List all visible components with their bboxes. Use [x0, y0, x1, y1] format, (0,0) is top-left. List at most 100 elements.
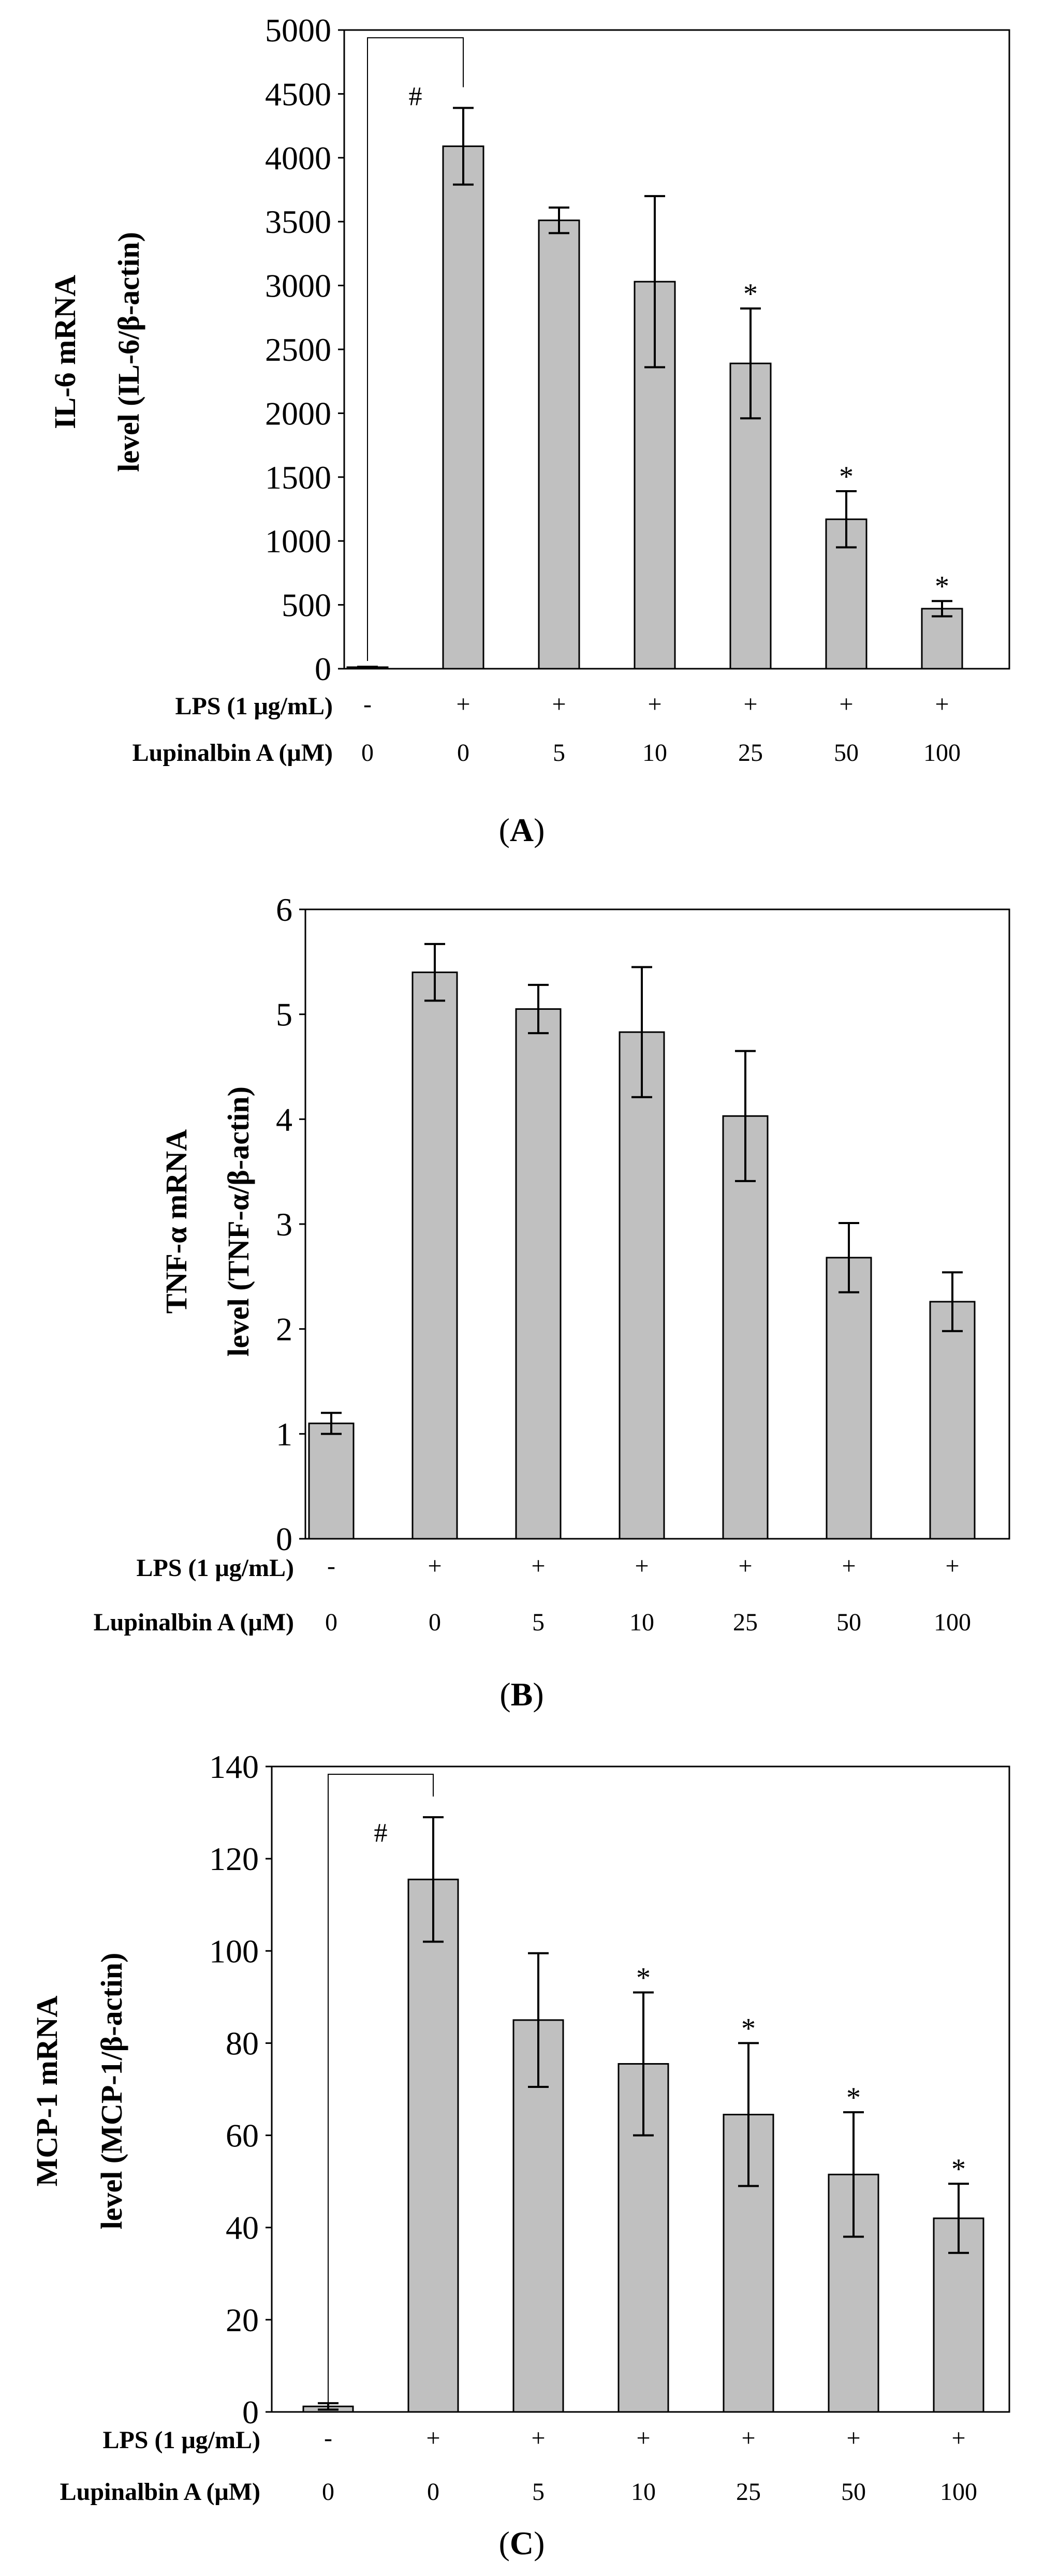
y-tick-label: 40 [226, 2210, 259, 2246]
lupinalbin-value: 0 [325, 1609, 337, 1636]
lps-value: + [842, 1552, 856, 1580]
significance-asterisk: * [741, 2012, 756, 2044]
significance-bracket [367, 37, 464, 661]
lupinalbin-value: 0 [361, 739, 374, 767]
panel-caption-letter: B [511, 1676, 533, 1713]
lps-value: + [426, 2424, 440, 2452]
lupinalbin-value: 10 [629, 1609, 654, 1636]
lps-value: + [531, 1552, 545, 1580]
lps-value: + [636, 2424, 650, 2452]
lps-value: - [327, 1552, 335, 1580]
panel-caption-open: ( [499, 2525, 510, 2562]
significance-asterisk: * [636, 1962, 651, 1994]
panel-caption-open: ( [499, 1676, 510, 1713]
y-tick-label: 20 [226, 2302, 259, 2338]
lps-value: + [741, 2424, 755, 2452]
y-tick-label: 4500 [265, 76, 331, 112]
bar [538, 219, 580, 670]
bar [515, 1008, 562, 1540]
lupinalbin-value: 100 [923, 739, 961, 767]
lps-value: + [428, 1552, 442, 1580]
y-tick-label: 60 [226, 2117, 259, 2154]
bar [722, 1115, 769, 1540]
lupinalbin-value: 100 [934, 1609, 971, 1636]
significance-asterisk: * [846, 2082, 861, 2114]
lps-value: - [363, 690, 372, 718]
y-axis-title-line1: TNF-α mRNA [159, 1129, 193, 1314]
lps-value: + [945, 1552, 959, 1580]
lps-row-label: LPS (1 μg/mL) [175, 693, 333, 720]
y-tick-label: 100 [209, 1933, 259, 1969]
lps-row-label: LPS (1 μg/mL) [136, 1554, 294, 1582]
significance-hash: # [409, 82, 422, 111]
lupinalbin-value: 0 [457, 739, 469, 767]
lupinalbin-value: 25 [738, 739, 763, 767]
y-tick-label: 4 [276, 1101, 292, 1138]
y-tick-label: 2500 [265, 331, 331, 368]
lps-value: + [456, 690, 470, 718]
lps-value: + [839, 690, 853, 718]
lupinalbin-value: 50 [836, 1609, 861, 1636]
lupinalbin-value: 0 [427, 2478, 439, 2506]
y-tick-label: 0 [276, 1521, 292, 1557]
y-tick-label: 3000 [265, 268, 331, 304]
y-tick-label: 80 [226, 2025, 259, 2062]
significance-hash: # [374, 1818, 388, 1848]
y-tick-label: 1 [276, 1416, 292, 1452]
significance-bracket [328, 1774, 434, 2404]
y-tick-label: 3500 [265, 203, 331, 240]
y-tick-label: 1500 [265, 459, 331, 496]
significance-asterisk: * [951, 2153, 966, 2185]
panel-caption-close: ) [534, 2525, 545, 2562]
lps-value: + [552, 690, 566, 718]
panel-caption-letter: C [510, 2525, 534, 2562]
panel-caption-close: ) [534, 812, 545, 848]
y-axis-title-line1: IL-6 mRNA [48, 275, 82, 429]
bar [619, 1031, 665, 1540]
y-tick-label: 120 [209, 1841, 259, 1877]
lupinalbin-value: 5 [553, 739, 565, 767]
panel-caption-close: ) [533, 1676, 543, 1713]
y-tick-label: 500 [282, 587, 331, 624]
lupinalbin-value: 10 [642, 739, 667, 767]
significance-asterisk: * [743, 278, 758, 310]
lupinalbin-row-label: Lupinalbin A (μM) [60, 2478, 260, 2506]
lupinalbin-row-label: Lupinalbin A (μM) [133, 739, 333, 767]
y-tick-label: 5 [276, 996, 292, 1033]
y-tick-label: 0 [315, 651, 331, 687]
bar [411, 971, 458, 1540]
lupinalbin-value: 10 [631, 2478, 656, 2506]
panel-caption: (C) [499, 2525, 545, 2562]
y-tick-label: 1000 [265, 523, 331, 560]
bar [407, 1878, 459, 2413]
lps-row-label: LPS (1 μg/mL) [102, 2426, 260, 2454]
panel-caption-open: ( [499, 812, 510, 848]
lps-value: - [324, 2424, 332, 2452]
y-tick-label: 140 [209, 1748, 259, 1785]
chart-panel-a: 0500100015002000250030003500400045005000… [48, 12, 1010, 848]
lps-value: + [743, 690, 757, 718]
lps-value: + [648, 690, 661, 718]
lps-value: + [738, 1552, 752, 1580]
y-tick-label: 5000 [265, 12, 331, 49]
bar [308, 1422, 355, 1540]
lupinalbin-value: 25 [733, 1609, 758, 1636]
lupinalbin-value: 100 [940, 2478, 977, 2506]
lupinalbin-row-label: Lupinalbin A (μM) [94, 1609, 294, 1636]
panel-caption: (B) [499, 1676, 543, 1713]
bar [826, 1257, 872, 1540]
y-tick-label: 2 [276, 1311, 292, 1348]
bar [442, 145, 484, 670]
y-tick-label: 3 [276, 1206, 292, 1243]
y-axis-title-line2: level (TNF-α/β-actin) [222, 1086, 255, 1357]
lupinalbin-value: 50 [841, 2478, 866, 2506]
lupinalbin-value: 25 [736, 2478, 761, 2506]
bar [921, 608, 963, 670]
lps-value: + [935, 690, 949, 718]
y-axis-title-line2: level (MCP-1/β-actin) [95, 1953, 128, 2230]
y-tick-label: 0 [242, 2394, 259, 2431]
panel-caption-letter: A [510, 812, 534, 848]
significance-asterisk: * [839, 461, 854, 493]
y-tick-label: 4000 [265, 140, 331, 176]
